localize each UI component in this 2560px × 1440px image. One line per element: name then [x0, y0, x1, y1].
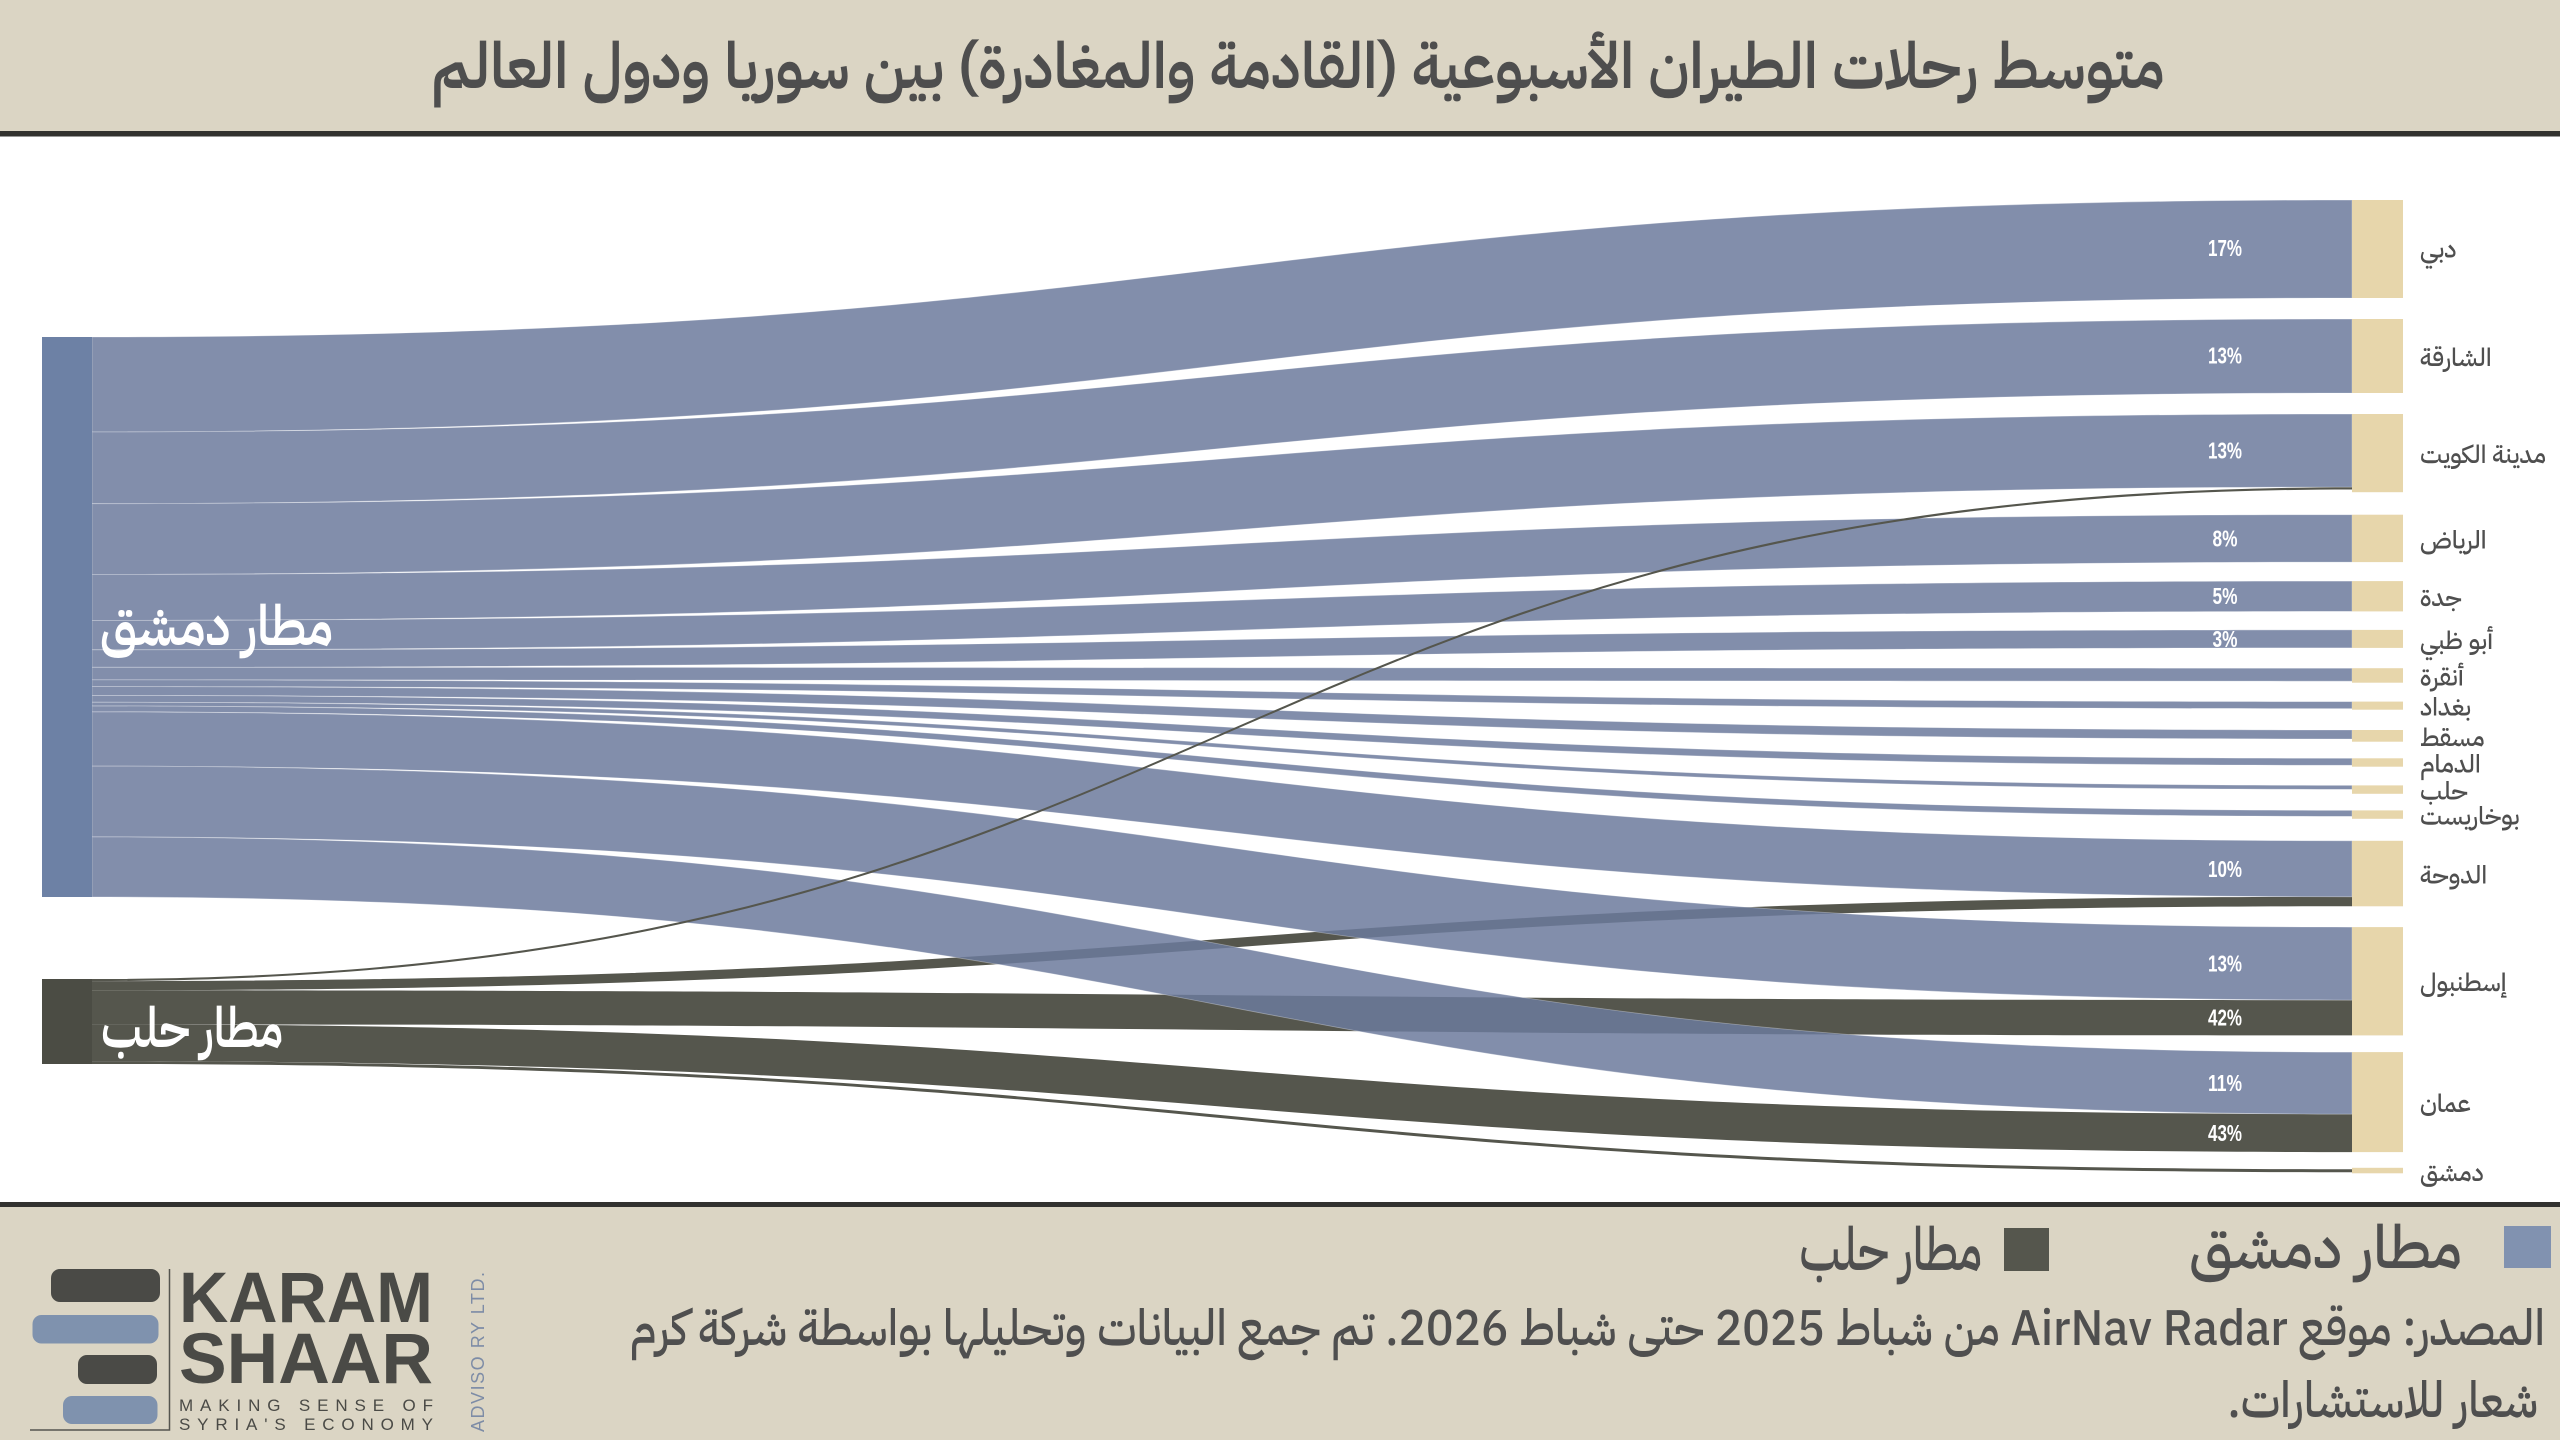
svg-text:42%: 42%	[2208, 1005, 2242, 1031]
svg-text:SHAAR: SHAAR	[179, 1320, 433, 1399]
svg-text:3%: 3%	[2213, 626, 2238, 652]
svg-text:17%: 17%	[2208, 235, 2242, 261]
svg-text:5%: 5%	[2213, 583, 2238, 609]
svg-text:13%: 13%	[2208, 343, 2242, 369]
svg-text:10%: 10%	[2208, 856, 2242, 882]
svg-text:43%: 43%	[2208, 1120, 2242, 1146]
svg-text:13%: 13%	[2208, 438, 2242, 464]
svg-text:13%: 13%	[2208, 951, 2242, 977]
svg-text:ADVISO RY LTD.: ADVISO RY LTD.	[468, 1272, 488, 1432]
svg-text:KARAM: KARAM	[179, 1259, 433, 1338]
svg-text:8%: 8%	[2213, 525, 2238, 551]
svg-text:11%: 11%	[2208, 1070, 2242, 1096]
